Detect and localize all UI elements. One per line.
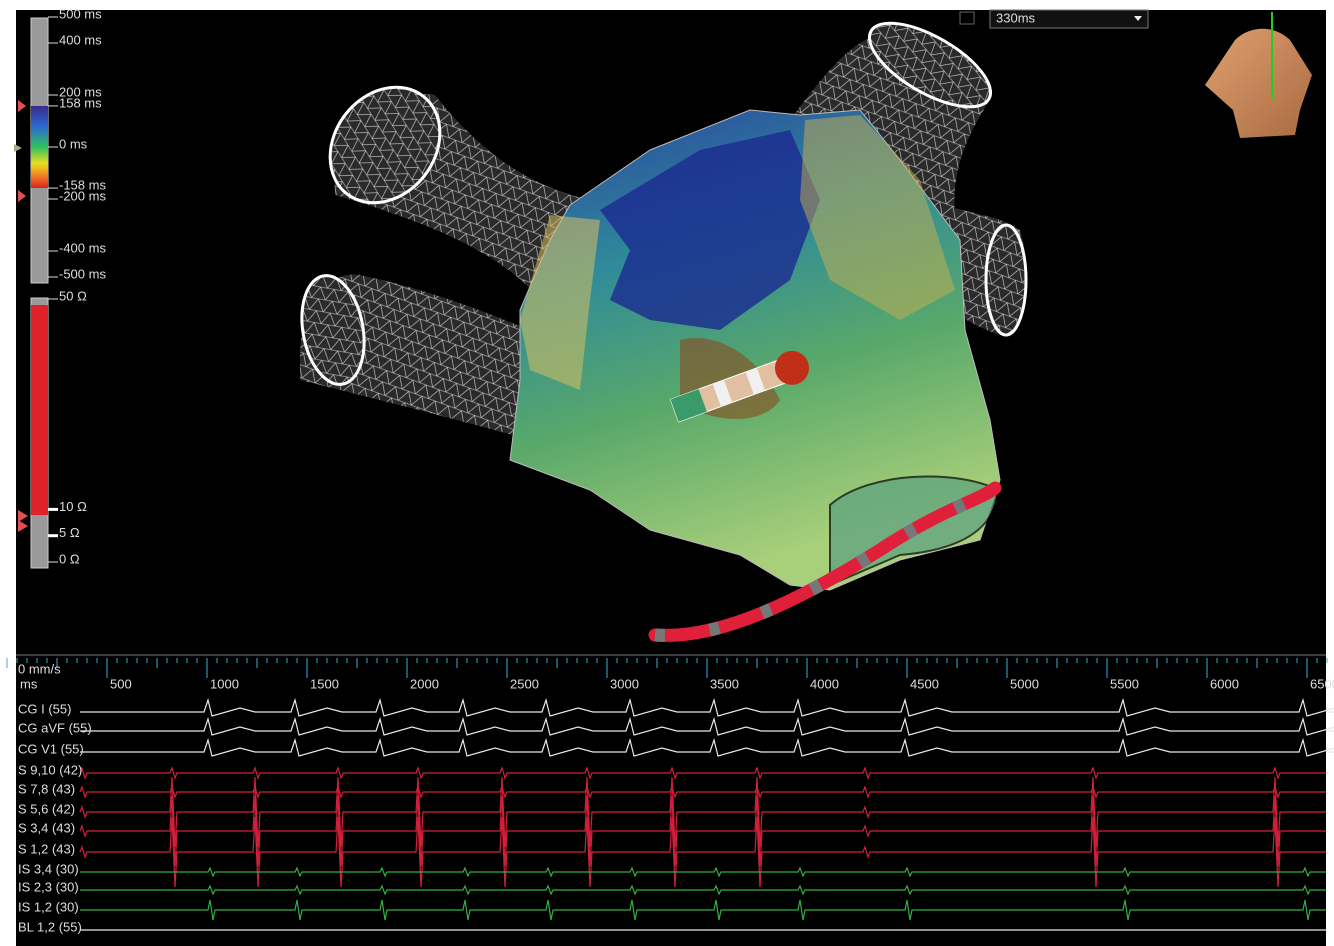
catheter [669,350,809,423]
signal-trace [79,785,1326,799]
time-tick-label: 1500 [310,676,339,691]
time-tick-label: 5000 [1010,676,1039,691]
torso-icon[interactable] [1205,28,1312,138]
channel-label: IS 2,3 (30) [18,879,79,894]
channel-label: S 5,6 (42) [18,801,75,816]
impedance-label: 5 Ω [59,525,80,540]
activation-map [509,109,1001,591]
dropdown[interactable] [989,9,1149,29]
scale-label: -400 ms [59,240,106,255]
signal-trace [80,697,1334,717]
time-unit: ms [20,676,38,691]
channel-label: IS 3,4 (30) [18,861,79,876]
sweep-speed: 0 mm/s [18,661,61,676]
time-tick-label: 3500 [710,676,739,691]
channel-label: S 7,8 (43) [18,781,75,796]
channel-label: S 1,2 (43) [18,841,75,856]
channel-label: S 3,4 (43) [18,820,75,835]
time-tick-label: 2000 [410,676,439,691]
impedance-fill [31,305,48,515]
color-scale [31,106,48,188]
scale-label: 0 ms [59,136,88,151]
time-tick-label: 3000 [610,676,639,691]
channel-label: CG V1 (55) [18,741,84,756]
scale-label: 400 ms [59,32,102,47]
signal-trace [79,766,1326,780]
signal-trace [80,899,1326,921]
signal-trace [80,737,1334,757]
scale-label: 500 ms [59,6,102,21]
time-tick-label: 5500 [1110,676,1139,691]
scale-label: 200 ms [59,84,102,99]
scale-label: -158 ms [59,178,106,193]
zero-marker [14,144,22,152]
checkbox[interactable] [959,11,975,25]
signal-trace [80,884,1326,896]
scale-label: 158 ms [59,95,102,110]
time-tick-label: 6000 [1210,676,1239,691]
time-tick-label: 4000 [810,676,839,691]
channel-label: IS 1,2 (30) [18,899,79,914]
scale-label: -500 ms [59,266,106,281]
dropdown-arrow [1134,16,1142,21]
signal-trace [79,816,1326,888]
dropdown-value: 330ms [996,10,1036,25]
channel-label: CG aVF (55) [18,720,92,735]
impedance-label: 10 Ω [59,499,87,514]
impedance-label: 50 Ω [59,288,87,303]
signal-trace [79,776,1326,848]
time-tick-label: 2500 [510,676,539,691]
channel-label: BL 1,2 (55) [18,919,82,934]
signal-trace [80,716,1334,736]
time-tick-label: 1000 [210,676,239,691]
impedance-label: 0 Ω [59,551,80,566]
channel-label: CG I (55) [18,701,71,716]
signal-trace [80,866,1326,878]
channel-label: S 9,10 (42) [18,762,82,777]
signal-trace [79,795,1326,867]
scale-label: -200 ms [59,188,106,203]
time-tick-label: 500 [110,676,132,691]
cs-electrodes [654,482,1000,642]
time-tick-label: 4500 [910,676,939,691]
